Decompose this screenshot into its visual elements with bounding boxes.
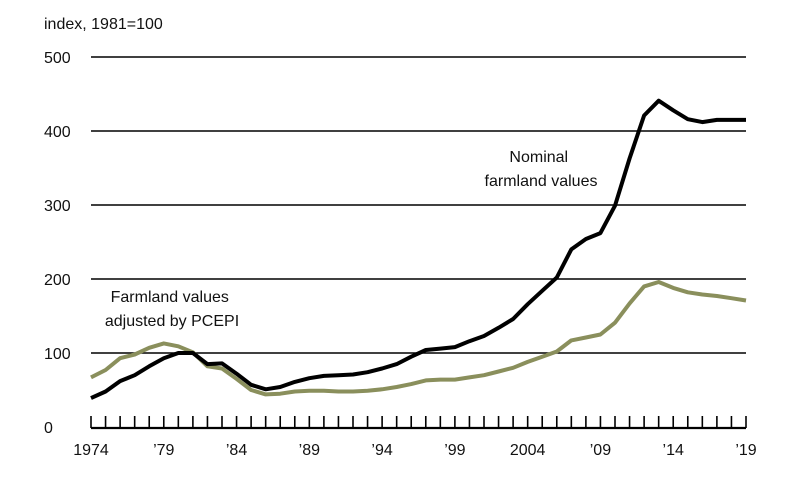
y-tick-label-200: 200	[44, 272, 71, 289]
x-tick-label-2009: ’09	[590, 442, 611, 459]
x-axis: 1974 ’79 ’84 ’89 ’94 ’99 2004 ’09 ’14 ’19	[73, 416, 757, 459]
y-tick-label-100: 100	[44, 346, 71, 363]
annotation-nominal-line-2: farmland values	[485, 173, 598, 190]
series-line-nominal-farmland-values	[90, 98, 746, 400]
x-tick-label-1984: ’84	[226, 442, 247, 459]
x-tick-label-2014: ’14	[663, 442, 684, 459]
annotation-adjusted: Farmland values adjusted by PCEPI	[105, 289, 239, 330]
y-axis-label: index, 1981=100	[44, 16, 163, 33]
x-tick-label-1979: ’79	[153, 442, 174, 459]
y-tick-label-500: 500	[44, 50, 71, 67]
y-tick-labels: 0 100 200 300 400 500	[44, 50, 71, 437]
annotation-adjusted-line-1: Farmland values	[111, 289, 229, 306]
x-tick-label-1989: ’89	[299, 442, 320, 459]
y-tick-label-300: 300	[44, 198, 71, 215]
annotation-nominal: Nominal farmland values	[485, 149, 598, 190]
x-tick-label-1994: ’94	[371, 442, 392, 459]
annotation-nominal-line-1: Nominal	[509, 149, 568, 166]
annotation-adjusted-line-2: adjusted by PCEPI	[105, 313, 239, 330]
x-tick-label-1974: 1974	[73, 442, 109, 459]
x-tick-label-1999: ’99	[444, 442, 465, 459]
gridlines	[91, 56, 746, 354]
annotations: Nominal farmland values Farmland values …	[105, 149, 598, 330]
x-tick-label-2019: ’19	[735, 442, 756, 459]
x-tick-label-2004: 2004	[510, 442, 546, 459]
y-tick-label-0: 0	[44, 420, 53, 437]
series-lines	[90, 98, 747, 400]
y-tick-label-400: 400	[44, 124, 71, 141]
